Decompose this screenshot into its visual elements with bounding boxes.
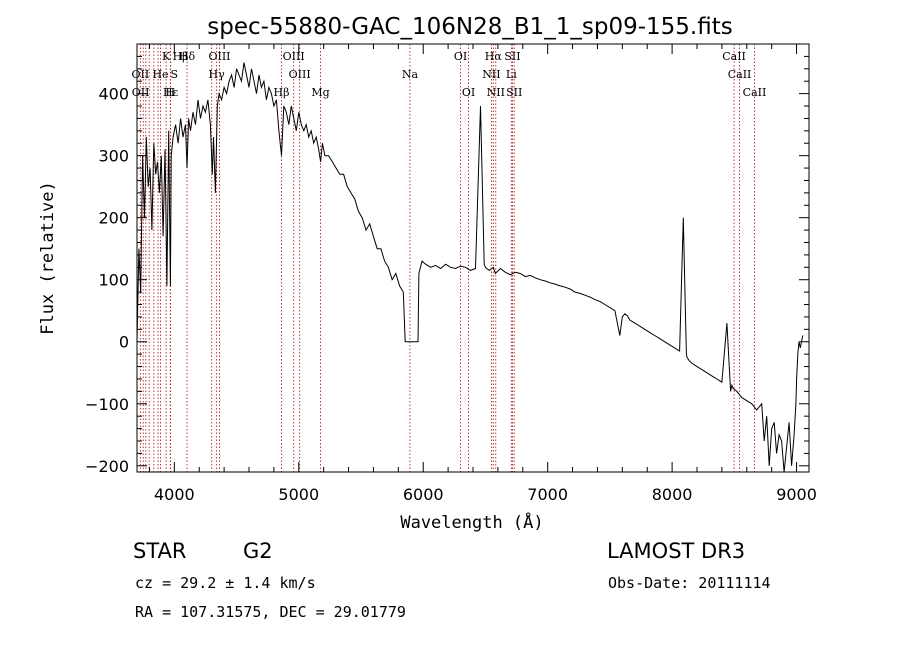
line-label: NII bbox=[482, 68, 500, 81]
chart-title: spec-55880-GAC_106N28_B1_1_sp09-155.fits bbox=[207, 14, 732, 40]
y-tick-label: 400 bbox=[98, 85, 129, 104]
line-label: OII bbox=[132, 86, 150, 99]
line-label: Na bbox=[402, 68, 419, 81]
x-tick-label: 6000 bbox=[403, 485, 444, 504]
line-label: OIII bbox=[283, 50, 305, 63]
line-label: Hδ bbox=[179, 50, 196, 63]
spectral-line-markers bbox=[139, 44, 755, 472]
x-axis-label: Wavelength (Å) bbox=[400, 511, 543, 533]
spectrum-chart: spec-55880-GAC_106N28_B1_1_sp09-155.fits… bbox=[38, 14, 817, 533]
y-tick-label: 0 bbox=[119, 333, 129, 352]
line-label: SII bbox=[504, 50, 520, 63]
y-axis-label: Flux (relative) bbox=[38, 181, 58, 335]
line-label: CaII bbox=[722, 50, 746, 63]
x-axis: 4000 5000 6000 7000 8000 9000 bbox=[148, 44, 817, 504]
y-tick-label: 300 bbox=[98, 147, 129, 166]
line-label: OI bbox=[454, 50, 467, 63]
line-label: Hβ bbox=[173, 50, 189, 63]
y-tick-label: 100 bbox=[98, 271, 129, 290]
line-label: Mg bbox=[311, 86, 329, 99]
line-label: S bbox=[171, 68, 179, 81]
x-tick-label: 5000 bbox=[278, 485, 319, 504]
line-label: CaII bbox=[728, 68, 752, 81]
line-label: He bbox=[152, 68, 168, 81]
spectrum-group bbox=[137, 62, 804, 472]
observation-date: Obs-Date: 20111114 bbox=[608, 574, 771, 592]
line-label: Hα bbox=[485, 50, 503, 63]
survey-name: LAMOST DR3 bbox=[607, 539, 746, 563]
x-tick-label: 8000 bbox=[652, 485, 693, 504]
y-tick-label: −100 bbox=[85, 395, 129, 414]
line-label: Hγ bbox=[209, 68, 226, 81]
x-tick-label: 9000 bbox=[776, 485, 817, 504]
line-label: SII bbox=[506, 86, 522, 99]
y-tick-label: −200 bbox=[85, 457, 129, 476]
subclass: G2 bbox=[243, 539, 273, 563]
line-label: NII bbox=[487, 86, 505, 99]
object-type: STAR bbox=[133, 539, 187, 563]
x-tick-label: 7000 bbox=[527, 485, 568, 504]
x-tick-label: 4000 bbox=[154, 485, 195, 504]
line-label: Hε bbox=[163, 86, 179, 99]
y-axis: −200 −100 0 100 200 300 400 bbox=[85, 55, 809, 476]
line-label: OIII bbox=[289, 68, 311, 81]
redshift-cz: cz = 29.2 ± 1.4 km/s bbox=[135, 574, 316, 592]
line-label: Hβ bbox=[274, 86, 290, 99]
coordinates: RA = 107.31575, DEC = 29.01779 bbox=[135, 603, 406, 621]
line-label: OI bbox=[462, 86, 475, 99]
y-tick-label: 200 bbox=[98, 209, 129, 228]
plot-frame bbox=[136, 43, 810, 473]
line-label: OII bbox=[132, 68, 150, 81]
line-label: Li bbox=[506, 68, 517, 81]
line-label: H bbox=[166, 86, 176, 99]
spectrum-line bbox=[137, 62, 804, 472]
line-label: CaII bbox=[743, 86, 767, 99]
line-label: K bbox=[162, 50, 171, 63]
line-label: OIII bbox=[208, 50, 230, 63]
